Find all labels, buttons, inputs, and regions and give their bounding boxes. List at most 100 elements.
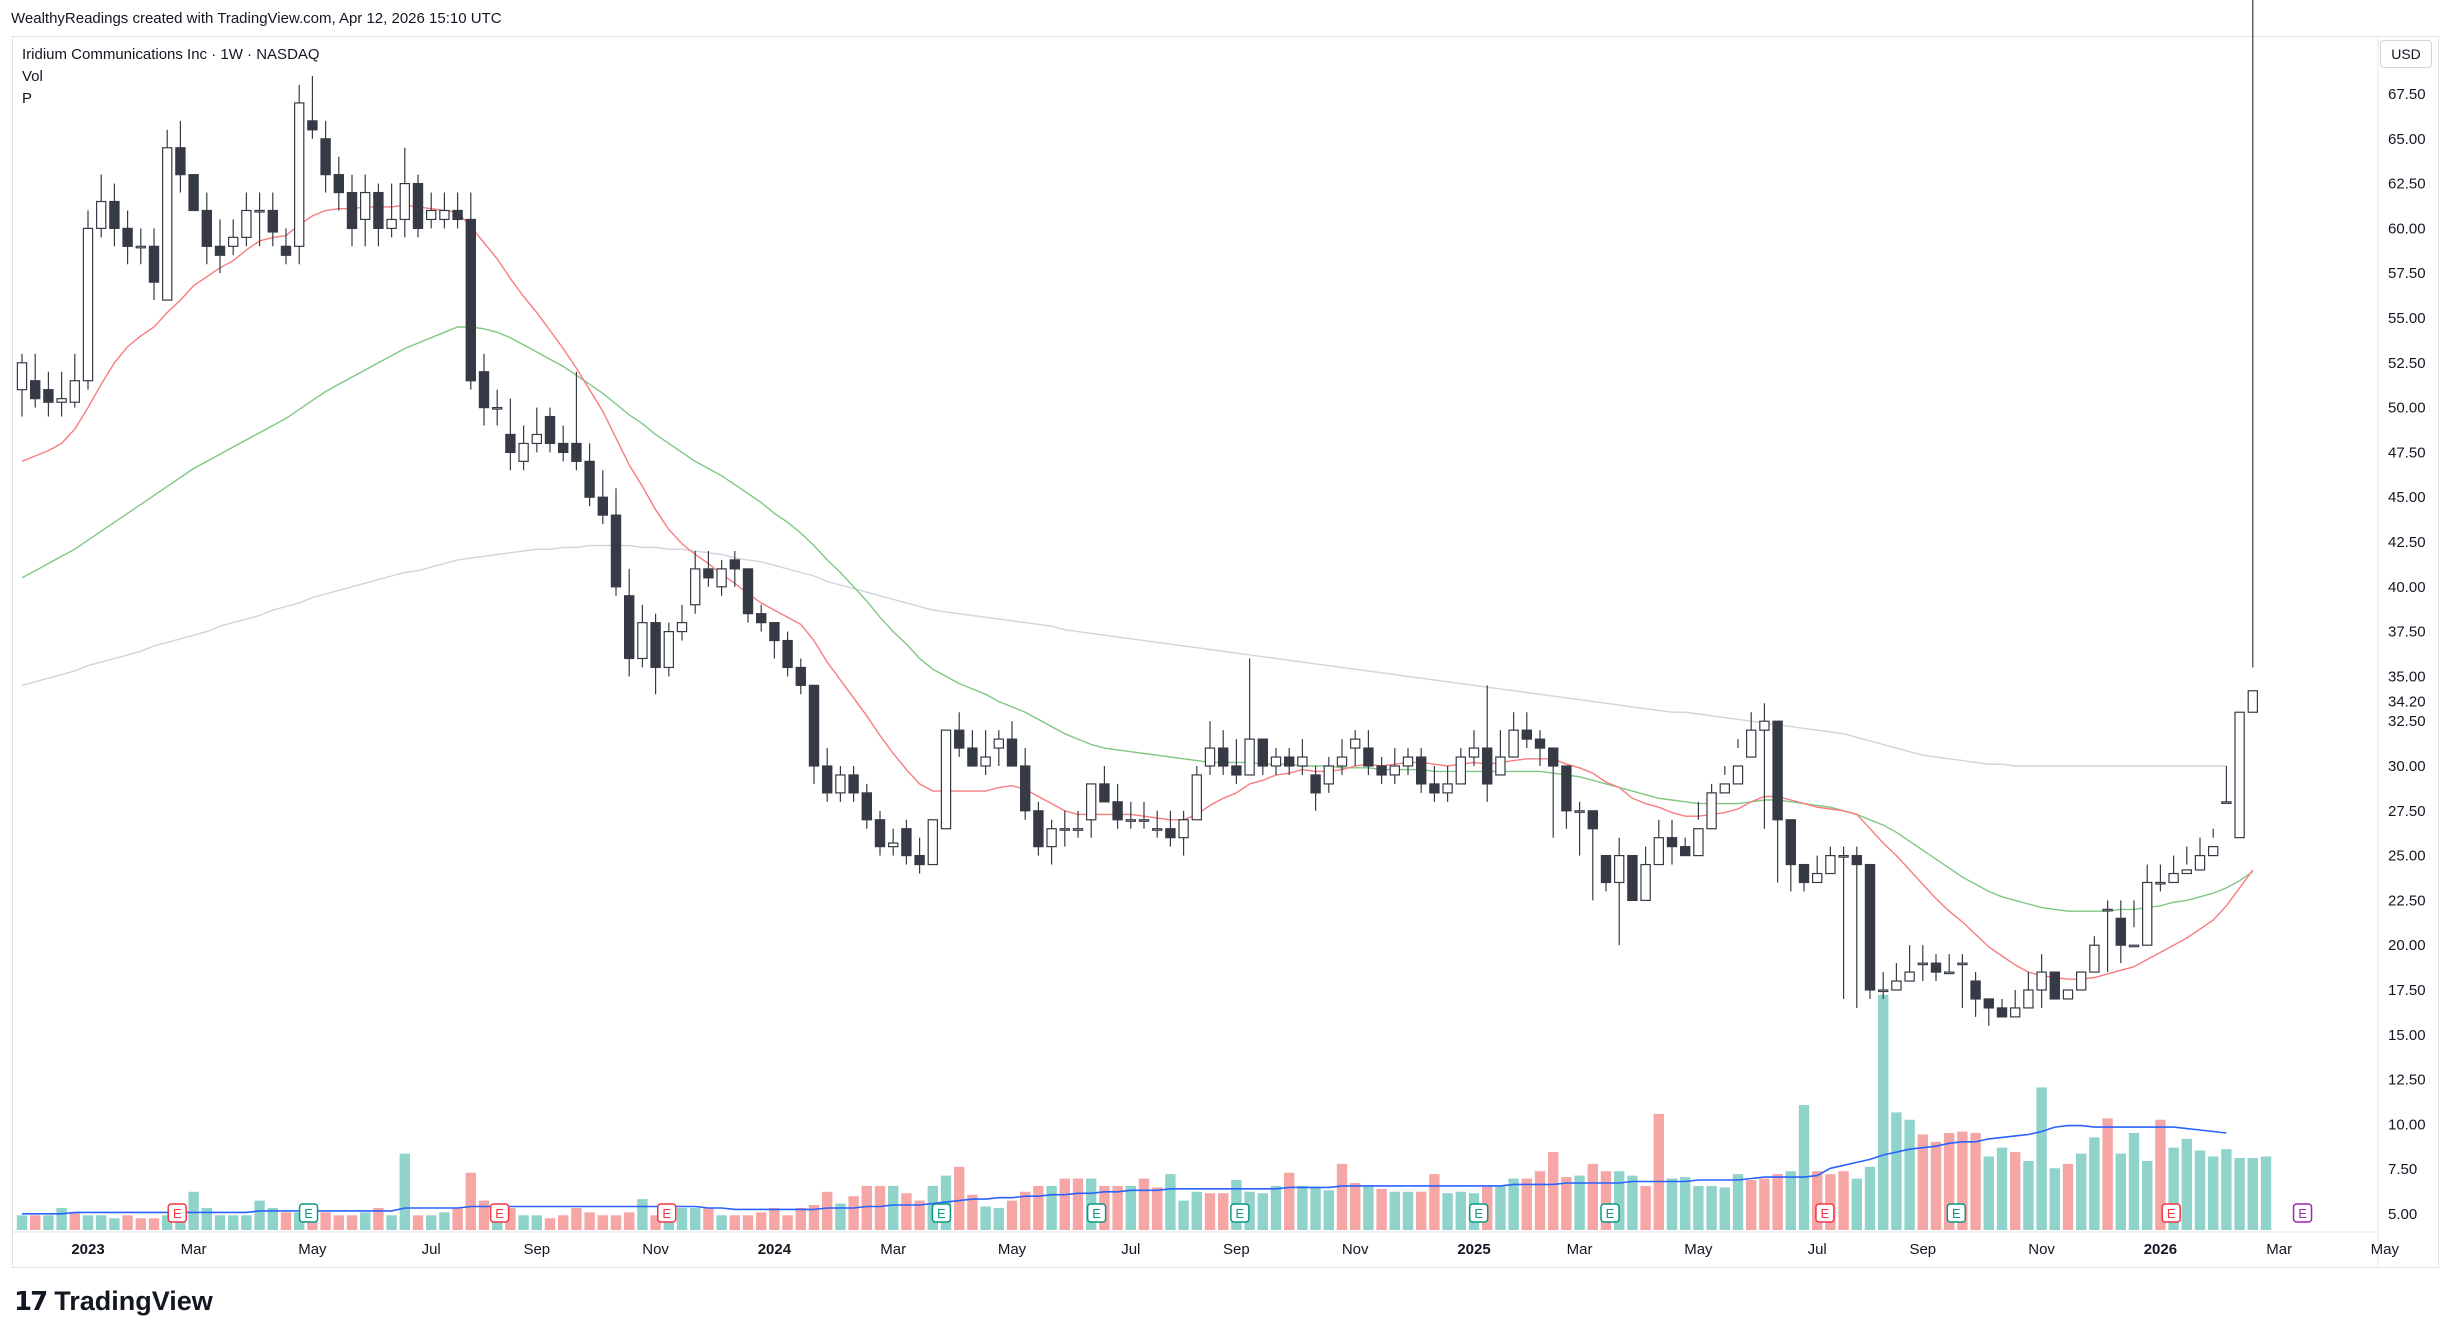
volume-bar [1957,1131,1968,1230]
price-tick-label: 25.00 [2388,848,2426,865]
candle-body [201,209,212,247]
volume-bar [637,1199,648,1230]
candle-body [241,209,252,238]
candle-body [1204,747,1216,767]
price-tick-label: 20.00 [2388,937,2426,954]
earnings-badge-label: E [662,1206,671,1221]
candle-body [940,729,952,830]
candle [1270,748,1282,775]
candle-body [861,792,873,821]
candle [135,228,146,265]
candle-body [1442,783,1453,794]
candle-body [478,371,490,409]
volume-indicator-label[interactable]: Vol [22,68,43,85]
candle [1442,766,1453,802]
candle-body [1138,819,1150,822]
candle-body [716,568,727,588]
candle [2194,837,2206,871]
candle-body [676,622,688,633]
candle [993,730,1005,766]
volume-bar [1389,1191,1400,1230]
candle-body [214,245,226,256]
candle [637,604,648,668]
candle [505,398,516,471]
candle-body [2049,971,2060,1000]
currency-selector[interactable]: USD [2380,40,2432,68]
candle-body [1851,854,1862,866]
volume-bar [2260,1156,2272,1230]
volume-bar [162,1215,173,1230]
price-tick-label: 10.00 [2388,1116,2426,1133]
candle-body [56,398,67,403]
candle-body [267,209,279,233]
candle [1310,766,1321,811]
candle-body [1217,747,1229,767]
volume-bar [2062,1163,2074,1230]
earnings-badge-label: E [1821,1206,1830,1221]
volume-bar [241,1215,252,1230]
volume-bar [135,1218,146,1230]
candle-body [1165,828,1176,839]
time-tick-label: May [2371,1241,2400,1258]
volume-bar [386,1215,397,1230]
candle [1125,801,1136,829]
candle-body [1877,989,1889,993]
candle [861,783,873,829]
candle-body [531,433,543,445]
volume-bar [1350,1182,1361,1230]
symbol-title[interactable]: Iridium Communications Inc · 1W · NASDAQ [22,46,320,63]
time-tick-label: Sep [1223,1241,1250,1258]
volume-bar [1983,1156,1994,1230]
candle [610,488,622,596]
volume-bar [56,1207,67,1230]
candle-body [1719,783,1730,794]
candle [426,192,437,229]
candle-body [109,200,120,230]
candle-body [1983,998,1994,1009]
volume-bar [1112,1185,1123,1230]
volume-bar [1059,1178,1070,1230]
volume-bar [584,1212,595,1230]
candle-body [1495,756,1506,776]
volume-bar [2168,1147,2179,1230]
candle-body [122,227,133,247]
volume-bar [2010,1152,2021,1230]
candle [1957,954,1968,1008]
candle [729,550,741,587]
candle-body [2234,711,2245,839]
candle [1099,766,1110,803]
earnings-badge-box [931,1203,952,1223]
candle-body [1864,863,1876,991]
price-tick-label: 40.00 [2388,579,2426,596]
candle-body [1019,765,1031,812]
time-tick-label: Mar [880,1241,906,1258]
candle [373,183,384,247]
last-price-label: 34.20 [2388,694,2426,711]
candle-body [2076,971,2087,991]
volume-bar [1614,1171,1625,1230]
volume-bar [980,1206,991,1230]
candle [2168,855,2179,884]
candle-body [30,380,41,400]
volume-bar [82,1215,94,1230]
p-indicator-label[interactable]: P [22,90,33,107]
candle-body [729,559,741,570]
candle [1033,801,1044,856]
volume-bar [1455,1191,1466,1230]
tradingview-logo[interactable]: 17 TradingView [14,1286,213,1317]
candle [703,550,714,587]
candle-body [1706,792,1717,830]
volume-bar [690,1207,701,1230]
candle-body [557,442,569,454]
candle-body [188,174,199,212]
candle [2076,971,2087,991]
candle-body [1125,819,1136,822]
candle [1772,720,1783,883]
candle-body [1231,765,1242,776]
earnings-badge: E [298,1203,319,1223]
candle-body [2155,881,2166,885]
candle [1336,739,1348,775]
candle-body [1732,765,1744,785]
candle [1217,730,1229,775]
